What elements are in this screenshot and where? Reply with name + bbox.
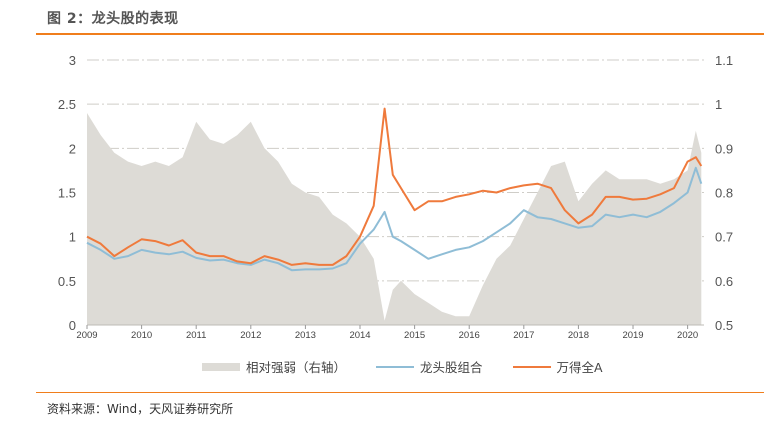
right-axis-tick: 0.9 [715, 141, 733, 156]
left-axis-tick: 1 [69, 230, 76, 245]
left-axis-tick: 2.5 [58, 97, 76, 112]
axes: 0 0.5 0.5 0.6 1 0.7 1.5 0.8 2 0.9 2.5 1 3 1.1 2009 2010… [58, 53, 733, 341]
series-lines [86, 107, 703, 272]
source-note: 资料来源：Wind，天风证券研究所 [47, 402, 234, 416]
legend-swatch-area [202, 362, 240, 371]
legend-swatch-line [376, 365, 415, 368]
x-axis-tick: 2016 [459, 330, 480, 341]
right-axis-tick: 0.7 [715, 230, 733, 245]
x-axis-tick: 2018 [568, 330, 589, 341]
title-divider [36, 33, 764, 35]
legend-label: 相对强弱（右轴） [246, 360, 347, 375]
right-axis-tick: 1.1 [715, 53, 733, 68]
chart-title: 图 2：龙头股的表现 [47, 11, 179, 27]
left-axis-tick: 3 [69, 53, 76, 68]
right-axis-tick: 0.8 [715, 186, 733, 201]
right-axis-tick: 0.5 [715, 318, 733, 333]
legend-label: 龙头股组合 [420, 360, 483, 375]
x-axis-tick: 2011 [186, 330, 206, 341]
x-axis-tick: 2019 [622, 330, 643, 341]
legend-item-relative-strength: 相对强弱（右轴） [202, 357, 346, 376]
legend: 相对强弱（右轴） 龙头股组合 万得全A [202, 357, 633, 376]
legend-label: 万得全A [556, 360, 603, 375]
legend-swatch-line [512, 365, 551, 368]
left-axis-tick: 0.5 [58, 274, 76, 289]
x-axis-tick: 2010 [131, 330, 152, 341]
legend-item-wind-all-a: 万得全A [512, 357, 603, 376]
x-axis-tick: 2014 [349, 330, 370, 341]
x-axis-tick: 2020 [677, 330, 698, 341]
right-axis-tick: 1 [715, 97, 722, 112]
source-divider [36, 392, 764, 393]
x-axis-tick: 2015 [404, 330, 425, 341]
x-axis-tick: 2009 [76, 330, 97, 341]
relative-strength-area [87, 113, 702, 325]
x-axis-tick: 2012 [240, 330, 261, 341]
left-axis-tick: 0 [69, 318, 76, 333]
x-axis-tick: 2013 [295, 330, 316, 341]
right-axis-tick: 0.6 [715, 274, 733, 289]
legend-item-leaders: 龙头股组合 [376, 357, 483, 376]
x-axis-tick: 2017 [513, 330, 534, 341]
left-axis-tick: 1.5 [58, 186, 76, 201]
left-axis-tick: 2 [69, 141, 76, 156]
